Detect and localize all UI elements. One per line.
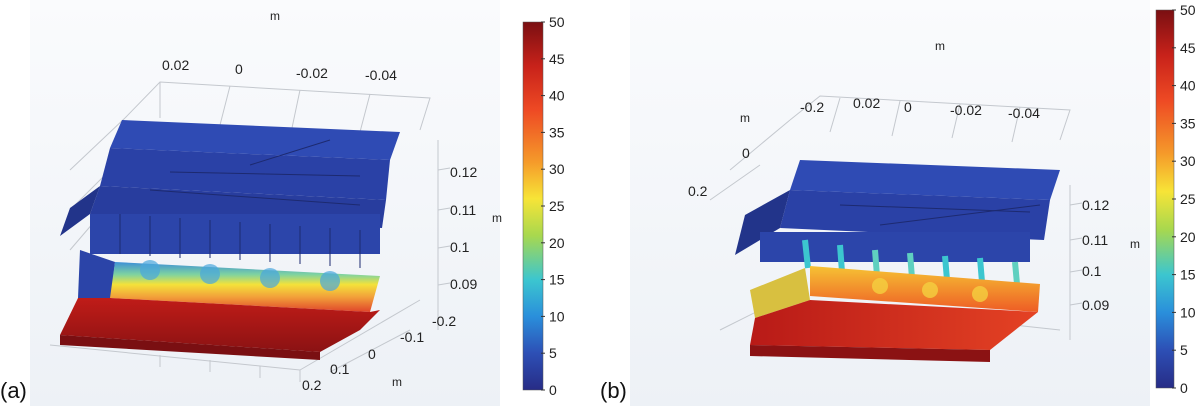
colorbar-tick-b-8: 10 — [1180, 304, 1196, 320]
grid-a — [49, 81, 451, 382]
colorbar-gradient-a — [522, 21, 544, 391]
left-unit-label-b: m — [740, 111, 750, 125]
colorbar-tick-a-3: 35 — [549, 124, 565, 140]
colorbar-tick-a-7: 15 — [549, 272, 565, 288]
y-tick-a-4: 0.2 — [302, 377, 322, 393]
x-tick-a-0: 0.02 — [162, 57, 189, 73]
top-unit-label-b: m — [935, 39, 945, 53]
panel-a: m 0.02 0 -0.02 -0.04 0.12 0.11 0.1 0.09 … — [0, 0, 565, 406]
top-unit-label-a: m — [270, 9, 280, 23]
x-tick-b-0: -0.2 — [800, 99, 824, 115]
colorbar-tick-b-9: 5 — [1180, 342, 1188, 358]
colorbar-tick-a-4: 30 — [549, 161, 565, 177]
colorbar-tick-b-10: 0 — [1180, 380, 1188, 396]
panel-label-b: (b) — [600, 378, 627, 403]
x-tick-b-2: 0 — [904, 99, 912, 115]
colorbar-tick-b-4: 30 — [1180, 153, 1196, 169]
fins-a — [90, 214, 380, 268]
colorbar-tick-b-3: 35 — [1180, 115, 1196, 131]
colorbar-tick-b-0: 50 — [1180, 2, 1196, 18]
z-tick-b-3: 0.09 — [1082, 297, 1109, 313]
panel-label-a: (a) — [0, 378, 27, 403]
fins-b — [802, 239, 1020, 285]
y-tick-a-2: 0 — [368, 346, 376, 362]
colorbar-tick-b-2: 40 — [1180, 78, 1196, 94]
z-tick-a-1: 0.11 — [450, 202, 476, 218]
x-tick-b-1: 0.02 — [853, 95, 880, 111]
x-tick-a-3: -0.04 — [365, 67, 397, 83]
colorbar-tick-a-2: 40 — [549, 88, 565, 104]
z-unit-label-a: m — [492, 211, 502, 225]
colorbar-tick-a-10: 0 — [549, 382, 557, 398]
panel-b: m -0.2 0.02 0 -0.02 -0.04 m 0 0.2 0.12 0… — [600, 0, 1200, 406]
x-tick-b-4: -0.04 — [1008, 105, 1040, 121]
colorbar-tick-b-5: 25 — [1180, 191, 1196, 207]
plot-area-a: m 0.02 0 -0.02 -0.04 0.12 0.11 0.1 0.09 … — [30, 0, 502, 406]
colorbar-tick-a-8: 10 — [549, 308, 565, 324]
y-unit-label-a: m — [392, 375, 402, 389]
colorbar-tick-a-6: 20 — [549, 235, 565, 251]
z-unit-label-b: m — [1130, 237, 1140, 251]
z-tick-b-2: 0.1 — [1082, 263, 1102, 279]
z-tick-b-0: 0.12 — [1082, 197, 1109, 213]
colorbar-tick-a-9: 5 — [549, 345, 557, 361]
plot-area-b: m -0.2 0.02 0 -0.02 -0.04 m 0 0.2 0.12 0… — [630, 0, 1150, 406]
left-tick-b-0: 0 — [742, 145, 750, 161]
plot-3d-b: m -0.2 0.02 0 -0.02 -0.04 m 0 0.2 0.12 0… — [688, 39, 1140, 362]
y-tick-a-1: -0.1 — [400, 329, 424, 345]
colorbar-tick-a-5: 25 — [549, 198, 565, 214]
z-tick-a-0: 0.12 — [450, 164, 477, 180]
y-tick-a-0: -0.2 — [432, 313, 456, 329]
x-tick-b-3: -0.02 — [950, 102, 982, 118]
x-tick-a-2: -0.02 — [296, 65, 328, 81]
colorbar-tick-a-0: 50 — [549, 14, 565, 30]
y-tick-a-3: 0.1 — [330, 361, 350, 377]
colorbar-tick-b-6: 20 — [1180, 229, 1196, 245]
z-tick-b-1: 0.11 — [1082, 232, 1108, 248]
plot-3d-a: m 0.02 0 -0.02 -0.04 0.12 0.11 0.1 0.09 … — [49, 9, 502, 393]
z-tick-a-2: 0.1 — [450, 239, 470, 255]
left-tick-b-1: 0.2 — [688, 183, 708, 199]
x-tick-a-1: 0 — [235, 61, 243, 77]
colorbar-tick-b-1: 45 — [1180, 40, 1196, 56]
colorbar-tick-b-7: 15 — [1180, 267, 1196, 283]
colorbar-gradient-b — [1155, 9, 1175, 389]
colorbar-tick-a-1: 45 — [549, 51, 565, 67]
z-tick-a-3: 0.09 — [450, 276, 477, 292]
